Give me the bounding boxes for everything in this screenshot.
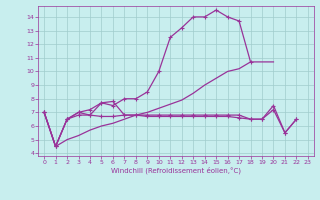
X-axis label: Windchill (Refroidissement éolien,°C): Windchill (Refroidissement éolien,°C) (111, 167, 241, 174)
